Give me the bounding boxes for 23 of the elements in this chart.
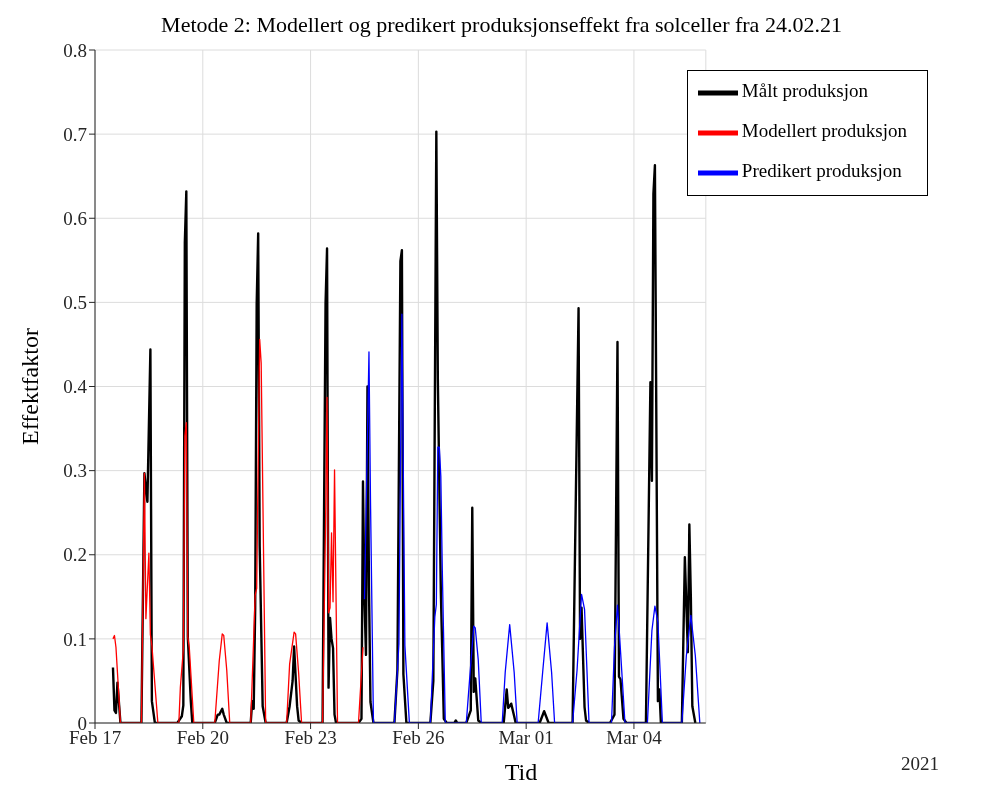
y-tick-label: 0.6 — [63, 207, 87, 229]
legend-label: Predikert produksjon — [741, 160, 902, 182]
text: 2021 — [901, 753, 939, 775]
y-axis-title: Effektfaktor — [16, 326, 44, 447]
chart-title: Metode 2: Modellert og predikert produksjonseffekt fra solceller fra 24.02.21 — [160, 12, 843, 38]
line-series — [112, 338, 364, 723]
line-series — [363, 313, 701, 723]
legend-label: Målt produksjon — [741, 80, 868, 102]
x-tick-label: Feb 23 — [284, 727, 337, 749]
x-tick-label: Mar 01 — [498, 727, 554, 749]
x-tick-label: Feb 20 — [176, 727, 229, 749]
y-tick-label: 0.3 — [63, 460, 87, 482]
y-tick-label: 0.7 — [63, 123, 87, 145]
x-tick-label: Feb 26 — [392, 727, 445, 749]
x-axis-title: Tid — [504, 759, 538, 785]
x-tick-label: Mar 04 — [606, 727, 663, 749]
legend-label: Modellert produksjon — [741, 120, 907, 142]
line-series — [111, 130, 697, 723]
y-tick-label: 0.8 — [63, 39, 87, 61]
y-tick-label: 0.2 — [63, 544, 87, 566]
y-tick-label: 0.5 — [63, 292, 87, 314]
y-tick-label: 0.4 — [63, 376, 88, 398]
y-tick-label: 0.1 — [63, 628, 87, 650]
